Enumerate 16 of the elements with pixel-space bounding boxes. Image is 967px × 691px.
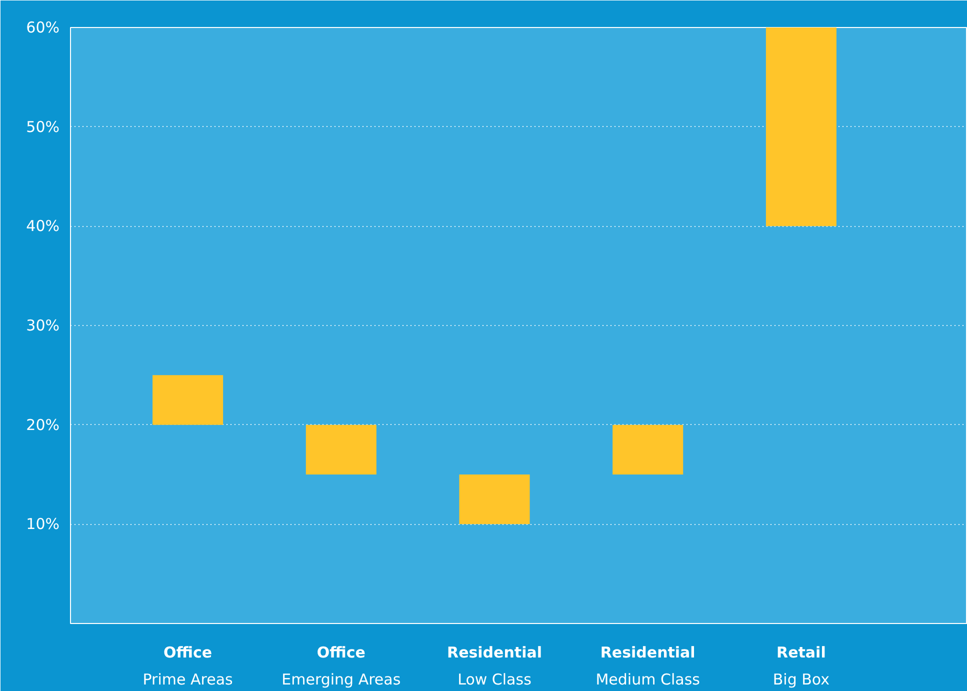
y-tick-label: 20% — [26, 416, 60, 434]
bar — [612, 424, 684, 474]
y-tick-label: 40% — [26, 217, 60, 236]
category-label: Office Prime Areas — [142, 644, 233, 688]
y-tick-label: 10% — [26, 515, 60, 534]
y-tick-label: 30% — [26, 316, 60, 334]
y-tick-label: 50% — [26, 118, 60, 136]
category-label: Residential Medium Class — [596, 644, 700, 688]
bar — [152, 375, 224, 425]
bar — [766, 28, 836, 226]
category-label: Retail Big Box — [772, 644, 830, 688]
y-tick-label: 60% — [26, 18, 60, 36]
category-label: Office Emerging Areas — [282, 644, 401, 688]
bar — [306, 424, 376, 474]
bar — [459, 474, 530, 524]
category-label: Residential Low Class — [447, 644, 542, 688]
